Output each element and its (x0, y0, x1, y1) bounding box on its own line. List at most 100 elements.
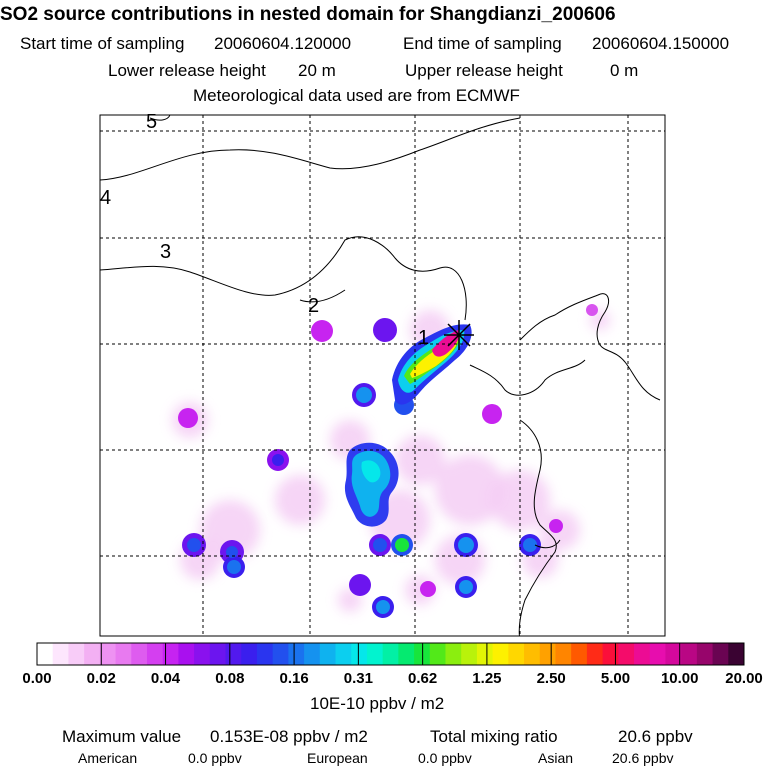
colorbar-swatch (272, 643, 289, 665)
contour-label-4: 4 (100, 187, 111, 209)
map-gridlines (100, 115, 665, 636)
concentration-cell (395, 538, 409, 552)
start-time-label: Start time of sampling (20, 34, 185, 53)
total-mixing-value: 20.6 ppbv (618, 727, 693, 746)
colorbar-swatch (555, 643, 572, 665)
region-asian-value: 20.6 ppbv (612, 750, 674, 766)
colorbar-tick-label: 0.02 (86, 670, 116, 687)
coastline-lines (100, 115, 661, 636)
star-cross-icon (444, 320, 474, 350)
concentration-cell (420, 581, 436, 597)
max-value: 0.153E-08 ppbv / m2 (210, 727, 368, 746)
concentration-cell (361, 460, 381, 483)
colorbar-swatch (131, 643, 148, 665)
concentration-cell (373, 318, 397, 342)
contour-label-2: 2 (308, 295, 319, 317)
colorbar-swatch (649, 643, 666, 665)
colorbar-tick-label: 0.04 (150, 670, 181, 687)
contour-label-3: 3 (160, 241, 171, 263)
colorbar-swatch (634, 643, 651, 665)
upper-height-value: 0 m (610, 61, 639, 80)
colorbar-swatch (602, 643, 619, 665)
colorbar-units: 10E-10 ppbv / m2 (310, 694, 445, 713)
concentration-cell (373, 538, 387, 552)
lower-height-label: Lower release height (108, 61, 266, 80)
concentration-cell (459, 580, 473, 594)
colorbar-swatch (319, 643, 337, 665)
colorbar-swatch (461, 643, 478, 665)
max-value-label: Maximum value (62, 727, 182, 746)
colorbar-swatch (712, 643, 729, 665)
colorbar-swatch (618, 643, 635, 665)
concentration-cell (275, 475, 325, 525)
colorbar-swatch (84, 643, 101, 665)
colorbar-tick-label: 10.00 (660, 670, 699, 687)
colorbar-swatch (68, 643, 85, 665)
colorbar-tick-label: 1.25 (472, 670, 502, 687)
colorbar-swatch (445, 643, 462, 665)
colorbar-swatch (256, 643, 274, 665)
colorbar-swatch (351, 643, 368, 665)
colorbar-tick-label: 20.00 (725, 670, 763, 687)
region-american-value: 0.0 ppbv (188, 750, 242, 766)
colorbar-swatch (194, 643, 211, 665)
concentration-cell (458, 537, 474, 553)
concentration-cell (432, 330, 460, 357)
colorbar-swatch (366, 643, 384, 665)
upper-height-label: Upper release height (405, 61, 563, 80)
concentration-cell (349, 574, 371, 596)
end-time-label: End time of sampling (403, 34, 562, 53)
colorbar-swatch (52, 643, 69, 665)
contour-label-1: 1 (418, 327, 429, 349)
colorbar-swatch (681, 643, 698, 665)
colorbar-swatch (288, 643, 305, 665)
start-time-value: 20060604.120000 (214, 34, 352, 53)
colorbar-swatch (492, 643, 509, 665)
colorbar-swatch (335, 643, 352, 665)
colorbar-swatch (539, 643, 556, 665)
concentration-cell (272, 454, 284, 466)
concentration-cell (523, 538, 537, 552)
concentration-cell (586, 304, 598, 316)
colorbar-swatch (241, 643, 258, 665)
colorbar-swatch (696, 643, 714, 665)
concentration-cell (356, 387, 372, 403)
colorbar-swatch (209, 643, 227, 665)
total-mixing-label: Total mixing ratio (430, 727, 558, 746)
colorbar-swatch (225, 643, 242, 665)
colorbar-swatch (586, 643, 604, 665)
colorbar-swatch (728, 643, 745, 665)
lower-height-value: 20 m (298, 61, 336, 80)
concentration-cell (482, 404, 502, 424)
colorbar-swatch (304, 643, 321, 665)
concentration-cell (351, 450, 391, 517)
colorbar-tick-label: 0.08 (215, 670, 245, 687)
plot-frame (99, 114, 666, 637)
colorbar-swatch (178, 643, 195, 665)
concentration-cell (395, 435, 445, 485)
concentration-cell (311, 320, 333, 342)
colorbar-swatch (398, 643, 415, 665)
colorbar-swatch (146, 643, 164, 665)
contour-label-5: 5 (146, 111, 157, 133)
chart-title: SO2 source contributions in nested domai… (0, 4, 616, 25)
colorbar-tick-label: 0.62 (408, 670, 438, 687)
concentration-cell (435, 455, 505, 525)
concentration-cell (178, 408, 198, 428)
region-european-value: 0.0 ppbv (418, 750, 472, 766)
colorbar-swatch (429, 643, 446, 665)
colorbar-tick-label: 2.50 (536, 670, 566, 687)
colorbar-swatch (37, 643, 54, 665)
colorbar-swatch (382, 643, 399, 665)
colorbar-swatch (476, 643, 494, 665)
concentration-cell (549, 519, 563, 533)
concentration-cell (376, 600, 390, 614)
colorbar-swatch (508, 643, 525, 665)
colorbar-swatch (162, 643, 179, 665)
met-data-line: Meteorological data used are from ECMWF (193, 86, 520, 105)
colorbar-tick-label: 0.16 (279, 670, 309, 687)
concentration-cell (226, 546, 238, 558)
colorbar-swatch (665, 643, 682, 665)
colorbar-tick-label: 0.00 (22, 670, 52, 687)
